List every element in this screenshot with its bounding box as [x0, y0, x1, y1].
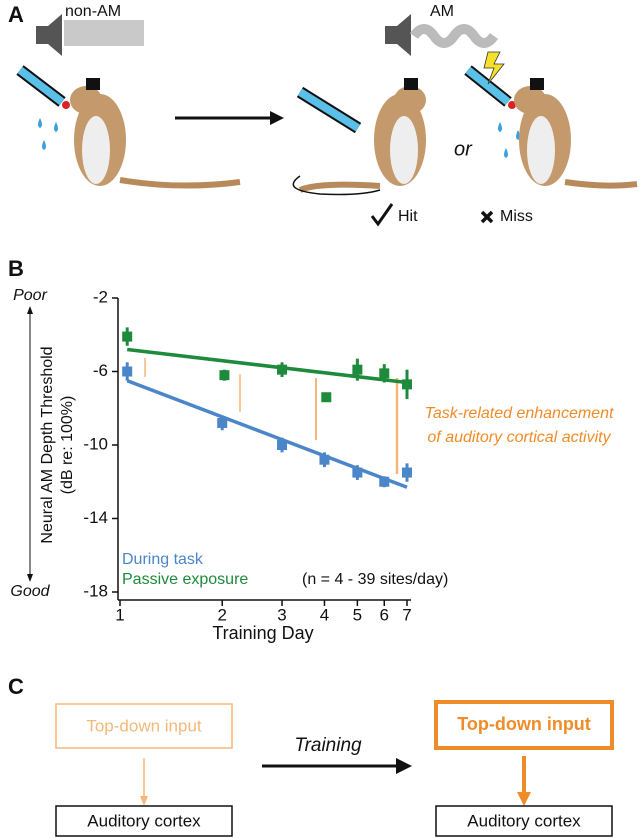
point [402, 379, 412, 390]
hit-label: Hit [398, 208, 418, 225]
gerbil-illustrations [16, 51, 638, 227]
arrow-head [27, 306, 33, 314]
panel-label: B [8, 256, 24, 281]
fit-line [126, 379, 408, 489]
point [219, 370, 230, 381]
or-label: or [454, 138, 473, 160]
speaker-left [36, 14, 144, 56]
y-tick-label: -10 [83, 434, 108, 453]
cortex-box [435, 805, 613, 837]
y-tick-label: -6 [93, 361, 108, 380]
point [122, 366, 133, 377]
legend-entry: During task [122, 551, 204, 568]
point [321, 392, 332, 403]
y-axis-label: Neural AM Depth Threshold [39, 346, 56, 543]
miss-label: Miss [500, 208, 533, 225]
note: (n = 4 - 39 sites/day) [302, 571, 448, 588]
x-tick-label: 7 [402, 605, 411, 624]
arrow-head [517, 792, 531, 806]
fit-line [126, 347, 408, 385]
box-label: Auditory cortex [87, 811, 201, 830]
point [352, 467, 363, 478]
cortex-box [55, 805, 233, 837]
point [379, 476, 390, 487]
speaker-right [385, 14, 499, 56]
box-label: Auditory cortex [467, 811, 581, 830]
arrow-head [27, 574, 33, 582]
x-tick-label: 1 [115, 605, 124, 624]
x-axis-label: Training Day [212, 623, 313, 643]
y-tick-label: -18 [83, 581, 108, 600]
arrow-head [140, 796, 148, 806]
enhancement-arrows [144, 358, 399, 474]
x-tick-label: 3 [277, 605, 286, 624]
point [319, 454, 330, 465]
annotation: Task-related enhancement [425, 405, 614, 422]
legend-entry: Passive exposure [122, 571, 248, 588]
chart: B Poor Good Neural AM Depth Threshold (d… [8, 256, 614, 643]
x-tick-label: 6 [380, 605, 389, 624]
panel-label: A [8, 2, 24, 27]
point [122, 331, 133, 342]
annotation: of auditory cortical activity [427, 429, 611, 446]
y-tick-label: -2 [93, 287, 108, 306]
sound-label: non-AM [65, 3, 121, 20]
point [277, 364, 288, 375]
arrow-label: Training [294, 735, 362, 756]
point [277, 440, 288, 450]
y-tick-label: -14 [83, 508, 108, 527]
box-label: Top-down input [457, 714, 591, 734]
input-box [434, 700, 614, 750]
input-box [55, 703, 233, 749]
arrow-head [396, 758, 412, 774]
x-tick-label: 4 [320, 605, 329, 624]
point [402, 467, 412, 478]
panel-label: C [8, 674, 24, 699]
point [217, 417, 228, 428]
x-tick-label: 2 [217, 605, 226, 624]
x-tick-label: 5 [353, 605, 362, 624]
y-axis-label: (dB re: 100%) [59, 396, 76, 495]
y-top-label: Poor [13, 287, 47, 304]
y-bottom-label: Good [10, 583, 50, 600]
point [379, 368, 390, 379]
box-label: Top-down input [86, 716, 202, 735]
sound-label: AM [430, 3, 454, 20]
point [352, 364, 363, 375]
